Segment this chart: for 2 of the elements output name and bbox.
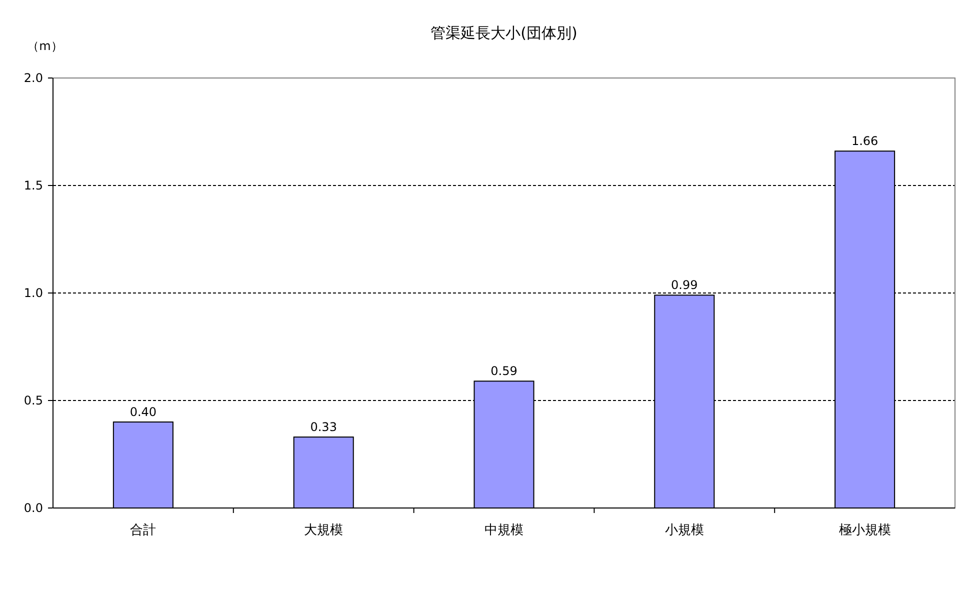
ylabel: （m） bbox=[27, 39, 63, 53]
title: 管渠延長大小(団体別) bbox=[430, 24, 578, 42]
